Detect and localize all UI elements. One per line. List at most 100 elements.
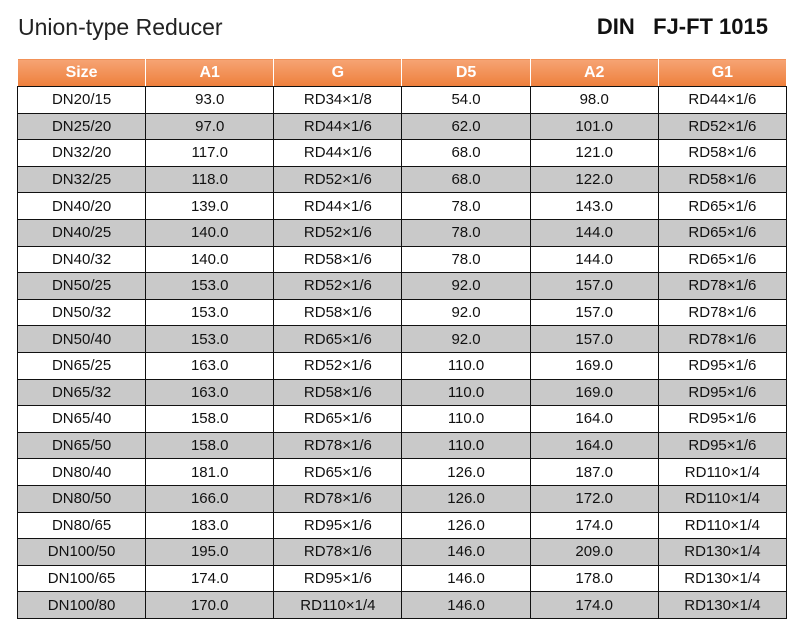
table-cell: RD52×1/6 [273, 351, 403, 380]
table-cell: 144.0 [529, 218, 659, 247]
table-cell: 209.0 [529, 538, 659, 566]
table-cell: RD58×1/6 [273, 245, 403, 274]
table-cell: 110.0 [401, 351, 531, 380]
table-cell: RD58×1/6 [657, 165, 788, 194]
table-cell: 139.0 [145, 192, 275, 220]
column-header: G [273, 58, 403, 87]
table-cell: 122.0 [529, 165, 659, 194]
table-cell: 143.0 [529, 192, 659, 220]
table-cell: 146.0 [401, 564, 531, 593]
table-cell: 110.0 [401, 405, 531, 433]
table-row: DN65/50 158.0 RD78×1/6 110.0 164.0 RD95×1/6 [16, 431, 788, 460]
table-row: DN50/25 153.0 RD52×1/6 92.0 157.0 RD78×1/6 [16, 272, 788, 300]
table-cell: RD65×1/6 [657, 192, 788, 220]
table-cell: 163.0 [145, 351, 275, 380]
table-cell: 157.0 [529, 272, 659, 300]
page-title: Union-type Reducer [18, 14, 223, 40]
table-cell: RD95×1/6 [273, 564, 403, 593]
table-cell: 153.0 [145, 272, 275, 300]
table-cell: DN80/50 [16, 484, 147, 513]
table-cell: RD110×1/4 [273, 591, 403, 619]
table-row: DN80/40 181.0 RD65×1/6 126.0 187.0 RD110×1/4 [16, 458, 788, 486]
table-cell: 126.0 [401, 511, 531, 540]
table-cell: DN65/32 [16, 378, 147, 407]
table-cell: DN50/32 [16, 298, 147, 327]
table-cell: RD52×1/6 [273, 165, 403, 194]
column-header: A1 [145, 58, 275, 87]
table-cell: RD95×1/6 [657, 405, 788, 433]
table-cell: 93.0 [145, 86, 275, 114]
table-cell: 98.0 [529, 86, 659, 114]
header-row: Size A1 G D5 A2 G1 [16, 58, 788, 87]
table-cell: DN65/40 [16, 405, 147, 433]
table-cell: RD78×1/6 [657, 325, 788, 353]
table-cell: 117.0 [145, 139, 275, 167]
table-cell: 140.0 [145, 245, 275, 274]
table-cell: RD78×1/6 [657, 272, 788, 300]
table-cell: 78.0 [401, 245, 531, 274]
table-cell: 78.0 [401, 218, 531, 247]
table-cell: 121.0 [529, 139, 659, 167]
table-cell: 157.0 [529, 298, 659, 327]
spec-table: Size A1 G D5 A2 G1 DN20/15 93.0 RD34×1/8 54.0 98.… [16, 58, 788, 619]
table-row: DN50/32 153.0 RD58×1/6 92.0 157.0 RD78×1/6 [16, 298, 788, 327]
table-cell: 169.0 [529, 351, 659, 380]
standard-label: DIN FJ-FT 1015 [596, 14, 768, 39]
column-header: D5 [401, 58, 531, 87]
table-cell: 78.0 [401, 192, 531, 220]
table-cell: RD95×1/6 [273, 511, 403, 540]
table-cell: DN25/20 [16, 112, 147, 141]
table-row: DN40/32 140.0 RD58×1/6 78.0 144.0 RD65×1/6 [16, 245, 788, 274]
table-row: DN32/25 118.0 RD52×1/6 68.0 122.0 RD58×1/6 [16, 165, 788, 194]
table-cell: 54.0 [401, 86, 531, 114]
table-cell: RD130×1/4 [657, 591, 788, 619]
table-cell: RD78×1/6 [273, 484, 403, 513]
table-row: DN32/20 117.0 RD44×1/6 68.0 121.0 RD58×1/6 [16, 139, 788, 167]
table-cell: DN80/65 [16, 511, 147, 540]
table-cell: DN100/65 [16, 564, 147, 593]
table-cell: 166.0 [145, 484, 275, 513]
table-cell: RD110×1/4 [657, 458, 788, 486]
table-cell: 153.0 [145, 298, 275, 327]
table-cell: 140.0 [145, 218, 275, 247]
table-cell: RD52×1/6 [657, 112, 788, 141]
table-cell: 158.0 [145, 431, 275, 460]
table-cell: 92.0 [401, 272, 531, 300]
table-row: DN20/15 93.0 RD34×1/8 54.0 98.0 RD44×1/6 [16, 86, 788, 114]
table-cell: 118.0 [145, 165, 275, 194]
table-cell: 144.0 [529, 245, 659, 274]
table-cell: 68.0 [401, 139, 531, 167]
column-header: A2 [529, 58, 659, 87]
table-cell: DN50/40 [16, 325, 147, 353]
table-row: DN100/65 174.0 RD95×1/6 146.0 178.0 RD130×1/4 [16, 564, 788, 593]
table-cell: DN80/40 [16, 458, 147, 486]
table-cell: RD95×1/6 [657, 431, 788, 460]
table-cell: 157.0 [529, 325, 659, 353]
table-row: DN80/65 183.0 RD95×1/6 126.0 174.0 RD110×1/4 [16, 511, 788, 540]
table-cell: RD44×1/6 [273, 139, 403, 167]
table-cell: 97.0 [145, 112, 275, 141]
table-body: DN20/15 93.0 RD34×1/8 54.0 98.0 RD44×1/6 DN25/… [16, 86, 788, 619]
table-cell: RD110×1/4 [657, 484, 788, 513]
table-cell: 181.0 [145, 458, 275, 486]
table-row: DN25/20 97.0 RD44×1/6 62.0 101.0 RD52×1/6 [16, 112, 788, 141]
table-cell: DN40/25 [16, 218, 147, 247]
table-cell: RD95×1/6 [657, 351, 788, 380]
table-cell: 174.0 [145, 564, 275, 593]
table-cell: 126.0 [401, 484, 531, 513]
table-cell: RD65×1/6 [273, 458, 403, 486]
table-cell: RD78×1/6 [657, 298, 788, 327]
table-cell: 101.0 [529, 112, 659, 141]
column-header: G1 [657, 58, 788, 87]
table-cell: 92.0 [401, 325, 531, 353]
table-cell: RD65×1/6 [657, 245, 788, 274]
table-cell: DN65/25 [16, 351, 147, 380]
table-row: DN100/50 195.0 RD78×1/6 146.0 209.0 RD130×1/4 [16, 538, 788, 566]
table-cell: DN40/32 [16, 245, 147, 274]
table-cell: 187.0 [529, 458, 659, 486]
table-row: DN40/25 140.0 RD52×1/6 78.0 144.0 RD65×1/6 [16, 218, 788, 247]
table-cell: DN20/15 [16, 86, 147, 114]
table-cell: RD58×1/6 [273, 298, 403, 327]
table-cell: RD44×1/6 [273, 112, 403, 141]
